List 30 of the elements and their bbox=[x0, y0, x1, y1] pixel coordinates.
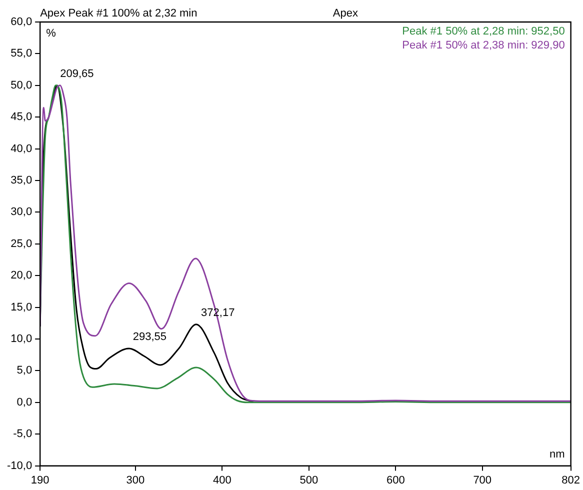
y-tick-label: 5,0 bbox=[16, 364, 32, 377]
x-tick-label: 600 bbox=[386, 474, 405, 486]
x-tick-label: 802 bbox=[562, 474, 580, 486]
y-tick-label: 50,0 bbox=[10, 79, 32, 92]
chart-title: Apex Peak #1 100% at 2,32 min bbox=[40, 8, 198, 20]
annotation: 293,55 bbox=[132, 331, 167, 344]
y-tick-label: 0,0 bbox=[16, 396, 32, 408]
y-axis-title: % bbox=[46, 28, 56, 40]
y-tick-label: 35,0 bbox=[10, 174, 32, 187]
y-tick-label: 20,0 bbox=[10, 270, 32, 282]
text: Peak #1 50% at 2,28 min: 952,50 bbox=[402, 26, 565, 38]
y-tick-label: 55,0 bbox=[10, 48, 32, 60]
x-tick-label: 400 bbox=[213, 474, 232, 486]
y-tick-label: -5,0 bbox=[13, 428, 32, 440]
x-tick-label: 190 bbox=[30, 474, 50, 486]
annotation: 209,65 bbox=[60, 68, 94, 80]
x-tick-label: 500 bbox=[300, 474, 318, 486]
y-tick-label: -10,0 bbox=[6, 460, 32, 472]
y-tick-label: 10,0 bbox=[10, 333, 32, 346]
text: Peak #1 50% at 2,38 min: 929,90 bbox=[402, 40, 565, 52]
y-tick-label: 45,0 bbox=[10, 111, 32, 124]
x-tick-label: 300 bbox=[126, 474, 145, 486]
y-tick-label: 30,0 bbox=[10, 206, 32, 218]
y-tick-label: 15,0 bbox=[10, 301, 32, 314]
y-tick-label: 40,0 bbox=[10, 142, 32, 155]
x-tick-label: 700 bbox=[473, 474, 492, 486]
x-axis-title: nm bbox=[550, 448, 565, 460]
y-tick-label: 60,0 bbox=[10, 16, 32, 28]
y-tick-label: 25,0 bbox=[10, 238, 32, 250]
chart-subtitle: Apex bbox=[332, 8, 358, 20]
